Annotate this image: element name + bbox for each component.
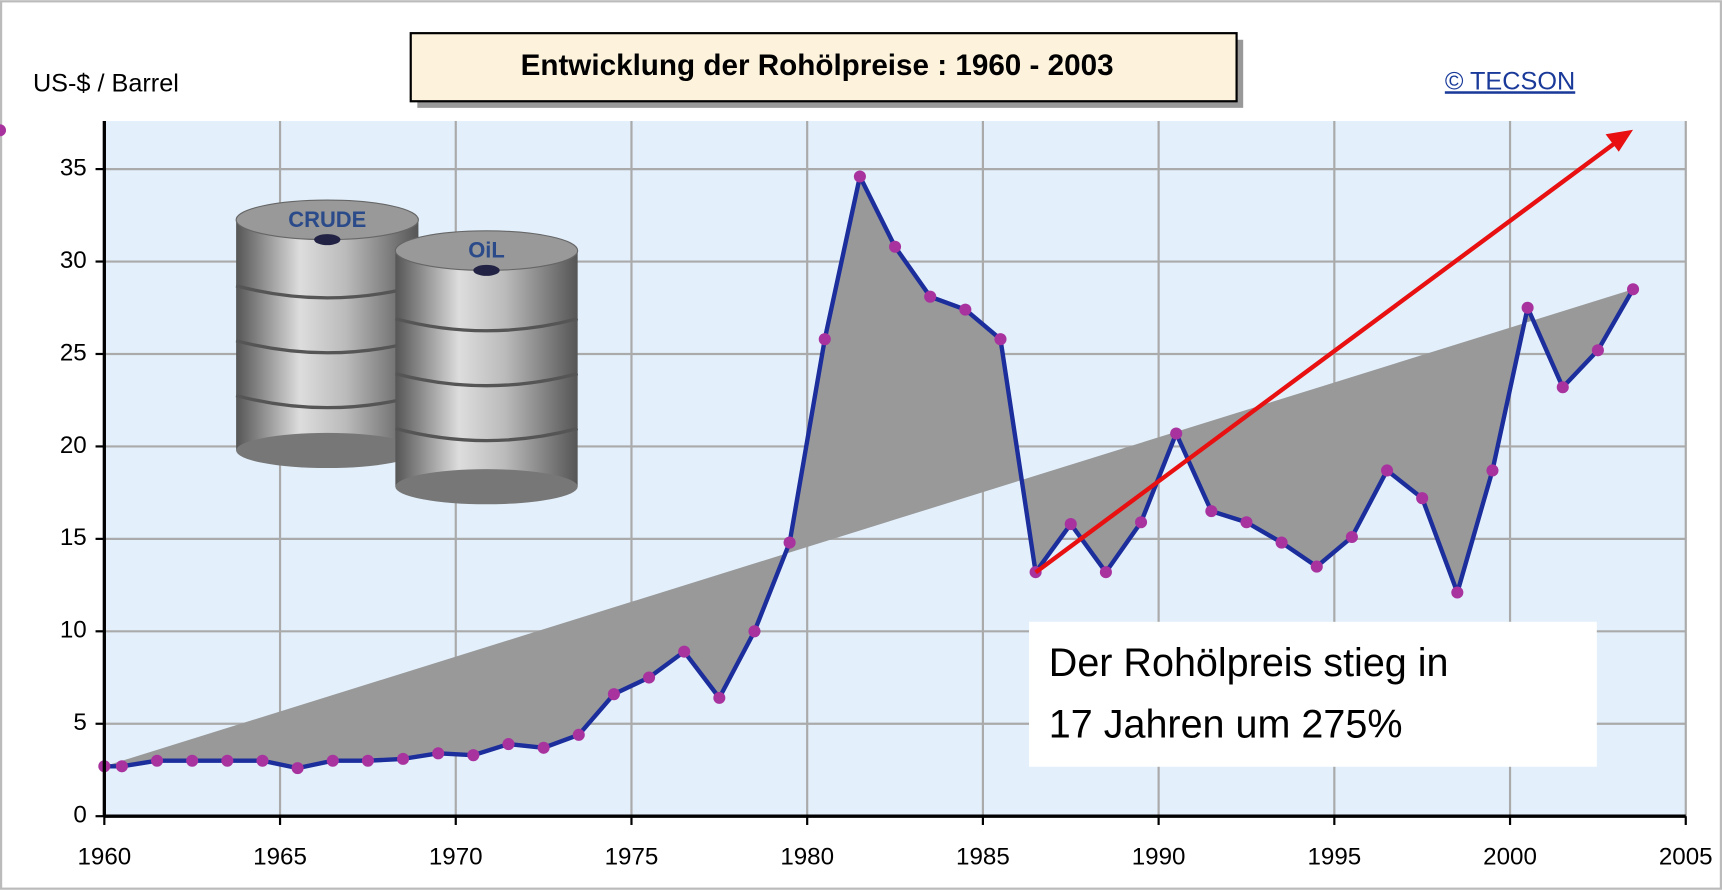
arrow-head <box>1605 129 1634 152</box>
annotation-box <box>1029 621 1597 767</box>
marker <box>186 754 199 767</box>
x-tick-label: 1990 <box>1132 843 1186 870</box>
annotation: 17 Jahren um 275% <box>1049 703 1403 747</box>
barrel-label: CRUDE <box>288 207 366 232</box>
y-tick-label: 0 <box>73 802 86 829</box>
arrow <box>1034 136 1623 575</box>
marker <box>1381 464 1394 477</box>
marker <box>1627 283 1640 296</box>
marker <box>783 536 796 549</box>
marker <box>1416 492 1429 505</box>
marker <box>1556 381 1569 394</box>
annotation: Der Rohölpreis stieg in <box>1049 641 1449 685</box>
barrels: CRUDE OiL <box>235 199 579 505</box>
marker <box>853 170 866 183</box>
marker <box>1064 518 1077 531</box>
x-tick-label: 1960 <box>77 843 131 870</box>
marker <box>0 124 7 137</box>
area <box>104 176 1634 769</box>
y-tick-label: 15 <box>60 524 87 551</box>
marker <box>678 645 691 658</box>
x-tick-label: 2000 <box>1483 843 1537 870</box>
chart-title: Entwicklung der Rohölpreise : 1960 - 200… <box>521 49 1114 82</box>
marker <box>1345 530 1358 544</box>
marker <box>397 752 410 765</box>
title-box <box>409 32 1238 103</box>
y-tick-label: 10 <box>60 617 87 644</box>
marker <box>151 754 164 767</box>
marker <box>748 625 761 638</box>
marker <box>818 333 831 346</box>
marker <box>1205 505 1218 518</box>
marker <box>221 754 234 767</box>
marker <box>1099 566 1112 579</box>
marker <box>291 762 304 775</box>
marker <box>256 754 269 767</box>
marker <box>1275 536 1288 549</box>
x-tick-label: 1965 <box>253 843 307 870</box>
marker <box>1310 560 1323 573</box>
marker <box>326 754 339 767</box>
marker <box>1591 344 1604 357</box>
marker <box>959 303 972 316</box>
marker <box>1486 464 1499 477</box>
marker <box>537 741 550 754</box>
y-tick-label: 30 <box>60 247 87 274</box>
marker <box>643 671 656 684</box>
y-tick-label: 5 <box>73 709 86 736</box>
marker <box>361 754 374 767</box>
x-tick-label: 1985 <box>956 843 1010 870</box>
x-tick-label: 1970 <box>429 843 483 870</box>
marker <box>1451 586 1464 599</box>
marker <box>1135 516 1148 529</box>
barrel-label: OiL <box>468 238 505 263</box>
credit[interactable]: © TECSON <box>1445 67 1575 95</box>
marker <box>467 749 480 762</box>
marker <box>1240 516 1253 529</box>
y-tick-label: 20 <box>60 432 87 459</box>
y-tick-label: 35 <box>60 154 87 181</box>
x-tick-label: 1980 <box>780 843 834 870</box>
marker <box>502 738 515 751</box>
marker <box>432 747 445 760</box>
y-tick-label: 25 <box>60 339 87 366</box>
marker <box>115 760 128 773</box>
marker <box>889 240 902 253</box>
marker <box>572 728 585 741</box>
marker <box>713 691 726 704</box>
marker <box>1521 301 1534 314</box>
marker <box>924 290 937 303</box>
y-axis-label: US-$ / Barrel <box>33 69 179 97</box>
x-tick-label: 2005 <box>1659 843 1713 870</box>
marker <box>607 688 620 701</box>
x-tick-label: 1995 <box>1307 843 1361 870</box>
marker <box>1170 427 1183 440</box>
marker <box>994 333 1007 346</box>
x-tick-label: 1975 <box>605 843 659 870</box>
